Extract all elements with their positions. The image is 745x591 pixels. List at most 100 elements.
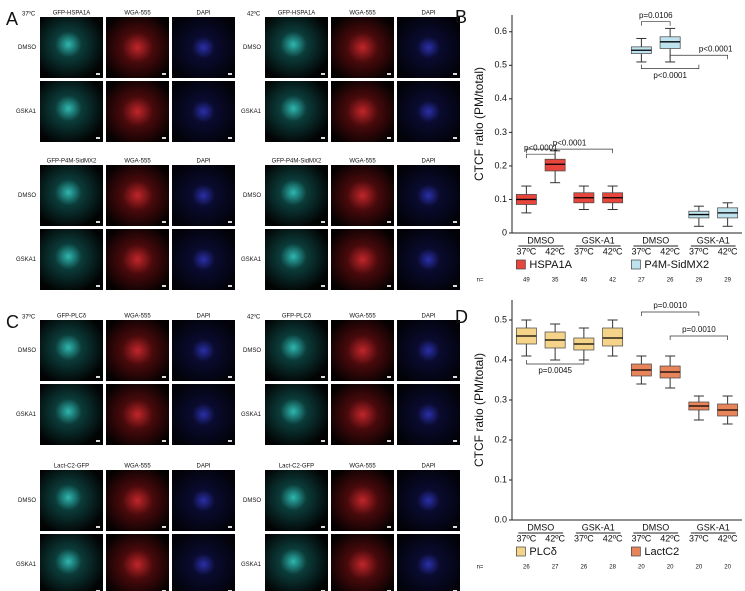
n-value: 20: [724, 565, 731, 571]
row-label: GSKA1: [16, 109, 37, 115]
microscopy-image: [265, 229, 328, 290]
legend-swatch: [631, 546, 641, 557]
panel-letter: C: [6, 312, 19, 332]
temperature-label: 42ºC: [603, 246, 623, 256]
n-label: n=: [477, 278, 484, 284]
microscopy-image: [172, 384, 235, 445]
microscopy-image: [331, 229, 394, 290]
column-label: DAPI: [421, 464, 435, 470]
scale-bar: [321, 376, 325, 378]
box: [659, 36, 681, 49]
scale-bar: [453, 137, 457, 139]
n-value: 26: [523, 565, 530, 571]
microscopy-image: [106, 17, 169, 78]
group-label: DMSO: [527, 235, 554, 245]
group-label: DMSO: [527, 522, 554, 532]
column-label: WGA-555: [124, 314, 151, 320]
scale-bar: [387, 526, 391, 528]
n-value: 28: [609, 565, 616, 571]
significance-bracket: [526, 153, 556, 159]
column-label: GFP-P4M-SidMX2: [47, 159, 97, 165]
y-tick-label: 0.3: [494, 127, 507, 137]
scale-bar: [162, 285, 166, 287]
temperature-label: 37ºC: [22, 11, 36, 18]
column-label: DAPI: [196, 159, 210, 165]
microscopy-image: [265, 165, 328, 226]
scale-bar: [321, 440, 325, 442]
microscopy-image: [40, 470, 103, 531]
scale-bar: [453, 221, 457, 223]
temperature-label: 37ºC: [689, 246, 709, 256]
scale-bar: [162, 221, 166, 223]
microscopy-image: [265, 81, 328, 142]
p-value: p<0.0001: [653, 71, 687, 80]
y-tick-label: 0.2: [494, 434, 507, 444]
scale-bar: [453, 526, 457, 528]
group-label: GSK-A1: [582, 235, 615, 245]
temperature-label: 42ºC: [718, 246, 738, 256]
scale-bar: [228, 221, 232, 223]
legend-label: P4M-SidMX2: [644, 259, 709, 271]
microscopy-image: [172, 534, 235, 591]
microscopy-image: [172, 229, 235, 290]
row-label: GSKA1: [241, 257, 262, 263]
microscopy-image: [106, 81, 169, 142]
column-label: WGA-555: [349, 11, 376, 17]
scale-bar: [96, 221, 100, 223]
scale-bar: [321, 73, 325, 75]
y-axis-title: CTCF ratio (PM/total): [472, 67, 486, 181]
y-tick-label: 0.1: [494, 474, 507, 484]
scale-bar: [321, 526, 325, 528]
temperature-label: 42ºC: [545, 533, 565, 543]
panel-letter: B: [455, 7, 467, 27]
microscopy-image: [331, 81, 394, 142]
significance-bracket: [669, 335, 728, 340]
scale-bar: [387, 137, 391, 139]
microscopy-image: [40, 534, 103, 591]
scale-bar: [387, 73, 391, 75]
n-value: 20: [696, 565, 703, 571]
row-label: GSKA1: [241, 412, 262, 418]
row-label: DMSO: [18, 348, 36, 354]
row-label: GSKA1: [16, 562, 37, 568]
row-label: DMSO: [243, 498, 261, 504]
n-value: 45: [581, 278, 588, 284]
microscopy-image: [40, 384, 103, 445]
microscopy-image: [172, 17, 235, 78]
microscopy-image: [106, 229, 169, 290]
column-label: WGA-555: [124, 11, 151, 17]
scale-bar: [453, 376, 457, 378]
column-label: DAPI: [196, 11, 210, 17]
p-value: p=0.0010: [653, 301, 687, 310]
n-value: 35: [552, 278, 559, 284]
n-label: n=: [477, 565, 484, 571]
group-label: DMSO: [642, 522, 669, 532]
microscopy-image: [106, 165, 169, 226]
p-value: p<0.0001: [553, 138, 587, 147]
temperature-label: 37ºC: [516, 246, 536, 256]
column-label: WGA-555: [124, 464, 151, 470]
legend-swatch: [516, 546, 526, 557]
n-value: 27: [638, 278, 645, 284]
y-tick-label: 0.0: [494, 514, 507, 524]
microscopy-image: [331, 470, 394, 531]
group-label: GSK-A1: [697, 522, 730, 532]
n-value: 29: [696, 278, 703, 284]
microscopy-image: [40, 17, 103, 78]
scale-bar: [96, 376, 100, 378]
scale-bar: [96, 137, 100, 139]
microscopy-image: [106, 384, 169, 445]
column-label: Lact-C2-GFP: [279, 464, 314, 470]
microscopy-image: [106, 470, 169, 531]
microscopy-image: [265, 470, 328, 531]
scale-bar: [96, 285, 100, 287]
scale-bar: [162, 376, 166, 378]
microscopy-image: [397, 470, 460, 531]
n-value: 20: [638, 565, 645, 571]
column-label: DAPI: [196, 464, 210, 470]
temperature-label: 37ºC: [631, 246, 651, 256]
microscopy-image: [331, 384, 394, 445]
column-label: Lact-C2-GFP: [54, 464, 89, 470]
row-label: GSKA1: [16, 257, 37, 263]
scale-bar: [162, 73, 166, 75]
